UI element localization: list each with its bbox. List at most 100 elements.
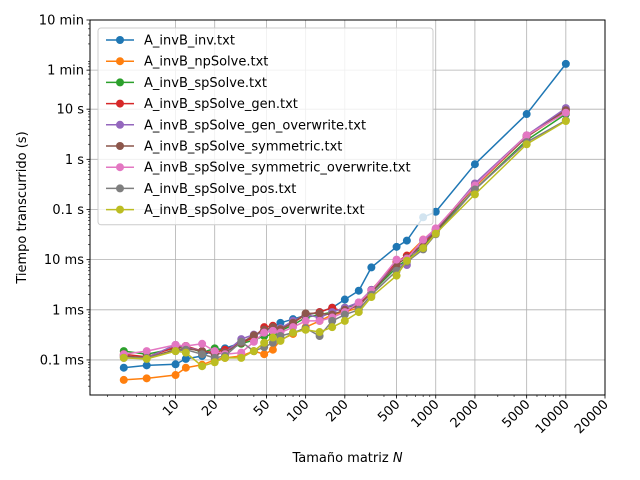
plot-frame <box>89 19 606 396</box>
y-tick-label: 0.1 ms <box>40 353 84 368</box>
data-point <box>354 308 363 317</box>
y-tick-label: 10 ms <box>44 253 84 268</box>
x-axis-label: Tamaño matriz N <box>291 451 402 466</box>
data-point <box>198 362 207 371</box>
legend-label: A_invB_inv.txt <box>144 34 235 49</box>
legend-marker <box>116 142 124 150</box>
data-point <box>181 363 190 372</box>
legend-item: A_invB_spSolve_pos_overwrite.txt <box>106 203 365 218</box>
data-point <box>171 347 180 356</box>
legend-marker <box>116 120 124 129</box>
series-8 <box>119 117 570 371</box>
legend-item: A_invB_spSolve_gen_overwrite.txt <box>106 118 366 133</box>
data-point <box>402 256 411 265</box>
data-point <box>260 350 269 359</box>
data-point <box>419 235 428 244</box>
data-point <box>301 325 310 334</box>
data-point <box>354 286 363 295</box>
data-point <box>198 339 207 348</box>
data-point <box>249 337 258 346</box>
y-tick-label: 1 s <box>65 153 84 168</box>
legend-item: A_invB_npSolve.txt <box>106 55 268 70</box>
data-point <box>260 338 269 347</box>
data-point <box>210 347 219 356</box>
y-tick-label: 0.1 s <box>52 203 84 218</box>
data-point <box>221 353 230 362</box>
data-point <box>268 345 277 354</box>
data-point <box>328 316 337 325</box>
legend-item: A_invB_spSolve_pos.txt <box>106 182 296 197</box>
data-point <box>268 326 277 335</box>
legend-label: A_invB_spSolve.txt <box>144 76 267 91</box>
legend-marker <box>116 163 124 172</box>
legend-label: A_invB_spSolve_gen.txt <box>144 97 298 112</box>
y-tick-label: 10 s <box>57 103 85 118</box>
data-point <box>470 160 479 169</box>
data-point <box>142 374 151 383</box>
data-point <box>268 333 277 342</box>
data-point <box>198 350 207 359</box>
data-point <box>142 354 151 363</box>
data-point <box>315 309 324 318</box>
data-point <box>315 316 324 325</box>
y-tick-label: 1 ms <box>52 303 84 318</box>
data-point <box>392 242 401 251</box>
legend-marker <box>116 36 124 44</box>
data-point <box>367 263 376 272</box>
legend-box <box>97 27 434 226</box>
data-point <box>522 131 531 140</box>
data-point <box>181 354 190 363</box>
data-point <box>392 271 401 280</box>
data-point <box>181 348 190 357</box>
legend-marker <box>116 184 124 193</box>
legend-marker <box>116 99 124 108</box>
data-point <box>249 331 258 340</box>
data-point <box>289 328 298 337</box>
data-point <box>561 108 570 117</box>
data-point <box>289 323 298 332</box>
data-point <box>522 110 531 119</box>
data-point <box>171 340 180 349</box>
data-point <box>119 353 128 362</box>
data-point <box>392 255 401 264</box>
data-point <box>301 316 310 325</box>
data-point <box>354 298 363 307</box>
legend-label: A_invB_spSolve_pos.txt <box>144 182 296 197</box>
data-point <box>119 363 128 372</box>
data-point <box>522 140 531 149</box>
data-point <box>470 190 479 199</box>
legend-item: A_invB_inv.txt <box>106 34 235 49</box>
legend-label: A_invB_spSolve_pos_overwrite.txt <box>144 203 365 218</box>
legend-item: A_invB_spSolve_symmetric.txt <box>106 140 342 155</box>
data-point <box>171 371 180 380</box>
data-point <box>301 309 310 318</box>
legend-label: A_invB_spSolve_symmetric_overwrite.txt <box>144 161 411 176</box>
legend-marker <box>116 78 124 87</box>
data-point <box>237 353 246 362</box>
legend-item: A_invB_spSolve.txt <box>106 76 267 91</box>
data-point <box>142 347 151 356</box>
data-point <box>402 236 411 245</box>
data-point <box>367 292 376 301</box>
legend-label: A_invB_npSolve.txt <box>144 55 268 70</box>
data-point <box>431 207 440 216</box>
data-point <box>260 328 269 337</box>
data-point <box>119 375 128 384</box>
data-point <box>340 316 349 325</box>
y-axis-label: Tiempo transcurrido (s) <box>15 131 30 284</box>
data-point <box>431 229 440 238</box>
legend-label: A_invB_spSolve_symmetric.txt <box>144 140 342 155</box>
series-6 <box>119 108 570 359</box>
legend-item: A_invB_spSolve_gen.txt <box>106 97 298 112</box>
data-point <box>315 328 324 337</box>
data-point <box>328 323 337 332</box>
data-point <box>276 336 285 345</box>
data-point <box>419 244 428 253</box>
data-point <box>561 117 570 126</box>
legend-item: A_invB_spSolve_symmetric_overwrite.txt <box>106 161 411 176</box>
data-point <box>249 347 258 356</box>
data-point <box>210 358 219 367</box>
data-point <box>340 295 349 304</box>
